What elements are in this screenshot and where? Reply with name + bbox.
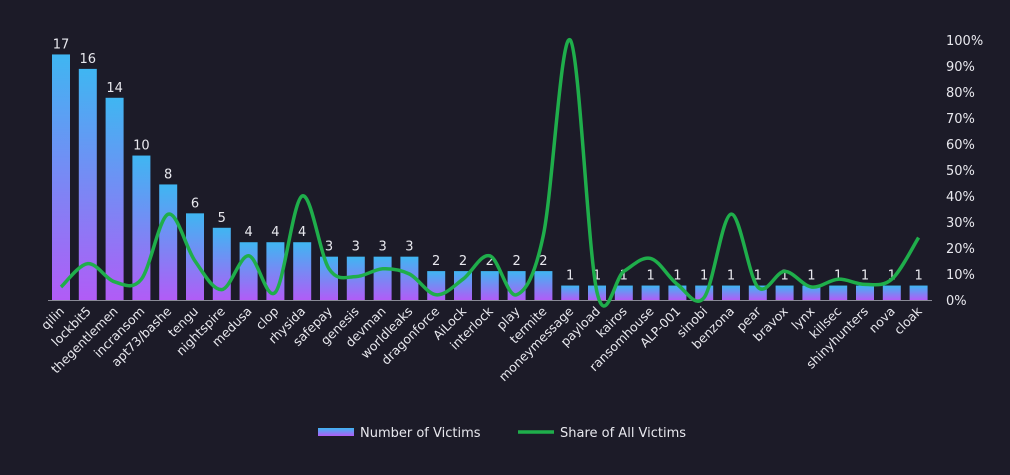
- legend-bar-swatch: [318, 428, 354, 436]
- data-labels: 17 16 14 10 8 6 5 4 4 4 3 3 3 3 2 2 2 2 2 1 1 1 1 1 1 1 1 1 1 1 1 1 1: [53, 37, 923, 283]
- x-tick-label: cloak: [891, 303, 925, 337]
- data-label: 1: [914, 269, 922, 284]
- bar-incransom: [132, 155, 151, 300]
- bar-tengu: [186, 213, 204, 300]
- data-label: 4: [244, 225, 252, 240]
- bar-benzona: [722, 285, 740, 300]
- y-tick-label: 10%: [946, 268, 975, 283]
- y-tick-label: 60%: [946, 138, 975, 153]
- data-label: 2: [486, 254, 494, 269]
- data-label: 3: [378, 240, 386, 255]
- data-label: 5: [218, 211, 226, 226]
- data-label: 1: [620, 269, 628, 284]
- data-label: 1: [646, 269, 654, 284]
- data-label: 17: [53, 37, 70, 52]
- bar-AiLock: [454, 271, 472, 300]
- bar-cloak: [909, 285, 928, 300]
- y-tick-label: 80%: [946, 86, 975, 101]
- bar-devman: [373, 256, 392, 300]
- bar-thegentlemen: [105, 97, 124, 301]
- bar-interlock: [480, 271, 499, 300]
- x-axis-labels: qilinlockbit5thegentlemenincransomapt73/…: [38, 303, 925, 384]
- data-label: 1: [566, 269, 574, 284]
- bar-worldleaks: [400, 256, 419, 300]
- data-label: 2: [512, 254, 520, 269]
- data-label: 3: [352, 240, 360, 255]
- data-label: 4: [298, 225, 306, 240]
- data-label: 1: [780, 269, 788, 284]
- bar-rhysida: [293, 242, 312, 300]
- data-label: 1: [593, 269, 601, 284]
- share-line: [59, 38, 921, 308]
- data-label: 14: [106, 81, 123, 96]
- bar-termite: [534, 271, 553, 300]
- data-label: 1: [700, 269, 708, 284]
- bar-safepay: [320, 256, 338, 300]
- y-tick-label: 90%: [946, 60, 975, 75]
- y-tick-label: 20%: [946, 242, 975, 257]
- y-tick-label: 0%: [946, 294, 967, 309]
- y-tick-label: 30%: [946, 216, 975, 231]
- bar-medusa: [239, 242, 258, 300]
- data-label: 1: [727, 269, 735, 284]
- bar-apt73/bashe: [159, 184, 178, 300]
- data-label: 16: [80, 52, 97, 67]
- bar-shinyhunters: [856, 285, 874, 300]
- legend-line-label: Share of All Victims: [560, 426, 686, 441]
- data-label: 1: [673, 269, 681, 284]
- bar-kairos: [614, 285, 633, 300]
- data-label: 3: [405, 240, 413, 255]
- bar-nightspire: [212, 227, 231, 300]
- legend-bar-label: Number of Victims: [360, 426, 481, 441]
- data-label: 2: [432, 254, 440, 269]
- data-label: 1: [834, 269, 842, 284]
- y-tick-label: 100%: [946, 34, 983, 49]
- data-label: 8: [164, 167, 172, 182]
- data-label: 2: [539, 254, 547, 269]
- data-label: 1: [807, 269, 815, 284]
- data-label: 2: [459, 254, 467, 269]
- y-tick-label: 70%: [946, 112, 975, 127]
- x-tick-label: nova: [866, 304, 898, 336]
- data-label: 1: [888, 269, 896, 284]
- bar-lockbit5: [78, 68, 97, 300]
- bar-lynx: [802, 285, 821, 300]
- data-label: 1: [754, 269, 762, 284]
- data-label: 10: [133, 139, 150, 154]
- y-tick-label: 40%: [946, 190, 975, 205]
- right-axis: 0% 10% 20% 30% 40% 50% 60% 70% 80% 90% 100%: [946, 34, 983, 309]
- bar-moneymessage: [561, 285, 580, 300]
- bar-bravox: [775, 285, 794, 300]
- bar-ransomhouse: [641, 285, 660, 300]
- y-tick-label: 50%: [946, 164, 975, 179]
- data-label: 4: [271, 225, 279, 240]
- bar-qilin: [52, 54, 70, 300]
- legend: Number of Victims Share of All Victims: [318, 426, 686, 441]
- data-label: 1: [861, 269, 869, 284]
- bar-nova: [882, 285, 901, 300]
- bar-killsec: [829, 285, 848, 300]
- data-label: 3: [325, 240, 333, 255]
- data-label: 6: [191, 196, 199, 211]
